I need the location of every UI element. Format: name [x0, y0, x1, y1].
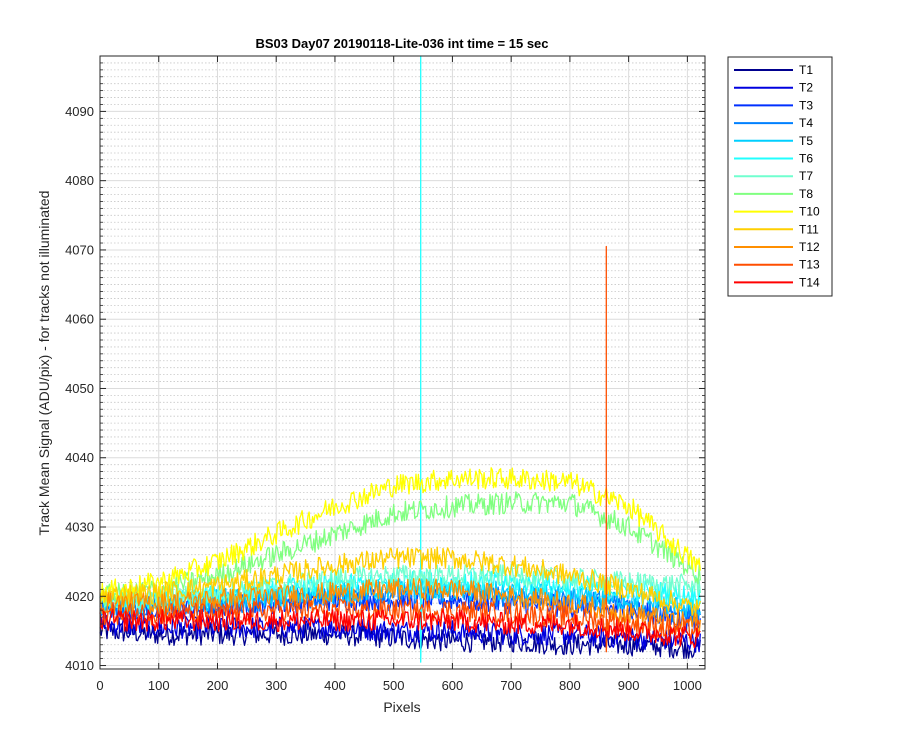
legend-label: T8: [799, 187, 813, 201]
series-line-t10: [99, 467, 701, 603]
legend-label: T4: [799, 116, 813, 130]
legend-label: T13: [799, 258, 820, 272]
legend-label: T11: [799, 222, 819, 236]
x-tick-label: 500: [383, 678, 405, 693]
legend-label: T2: [799, 81, 813, 95]
series-line-t14: [99, 608, 701, 649]
series-line-t11: [99, 546, 701, 617]
x-tick-label: 200: [207, 678, 229, 693]
y-tick-label: 4050: [65, 381, 94, 396]
x-tick-label: 800: [559, 678, 581, 693]
y-tick-label: 4070: [65, 242, 94, 257]
x-tick-label: 700: [500, 678, 522, 693]
chart-title: BS03 Day07 20190118-Lite-036 int time = …: [255, 36, 548, 51]
y-tick-label: 4090: [65, 104, 94, 119]
x-tick-label: 600: [442, 678, 464, 693]
y-tick-label: 4080: [65, 173, 94, 188]
legend-label: T7: [799, 169, 813, 183]
y-tick-label: 4020: [65, 589, 94, 604]
x-tick-label: 0: [96, 678, 103, 693]
x-tick-label: 400: [324, 678, 346, 693]
axes-box: [99, 55, 706, 670]
plot-area: 0 100 200 300 400 500 600 700 800 900 1000 4010 4020…: [65, 55, 706, 693]
series-lines: [99, 55, 701, 663]
x-tick-label: 100: [148, 678, 170, 693]
legend: T1 T2 T3 T4 T5 T6 T7 T8 T10 T11 T12 T13 T14: [727, 56, 833, 297]
x-tick-label: 300: [265, 678, 287, 693]
x-tick-label: 900: [618, 678, 640, 693]
series-line-t2: [99, 614, 701, 653]
series-line-t5: [99, 577, 701, 618]
x-axis-label: Pixels: [383, 699, 420, 715]
legend-label: T10: [799, 205, 820, 219]
legend-label: T3: [799, 98, 813, 112]
legend-label: T14: [799, 275, 820, 289]
ticks: 0 100 200 300 400 500 600 700 800 900 1000 4010 4020…: [65, 55, 705, 693]
y-tick-label: 4040: [65, 450, 94, 465]
y-tick-label: 4030: [65, 520, 94, 535]
legend-label: T1: [799, 63, 813, 77]
y-axis-label: Track Mean Signal (ADU/pix) - for tracks…: [36, 191, 52, 536]
legend-label: T6: [799, 152, 813, 166]
y-tick-label: 4060: [65, 312, 94, 327]
legend-label: T12: [799, 240, 820, 254]
y-tick-label: 4010: [65, 658, 94, 673]
x-tick-label: 1000: [673, 678, 702, 693]
legend-label: T5: [799, 134, 813, 148]
